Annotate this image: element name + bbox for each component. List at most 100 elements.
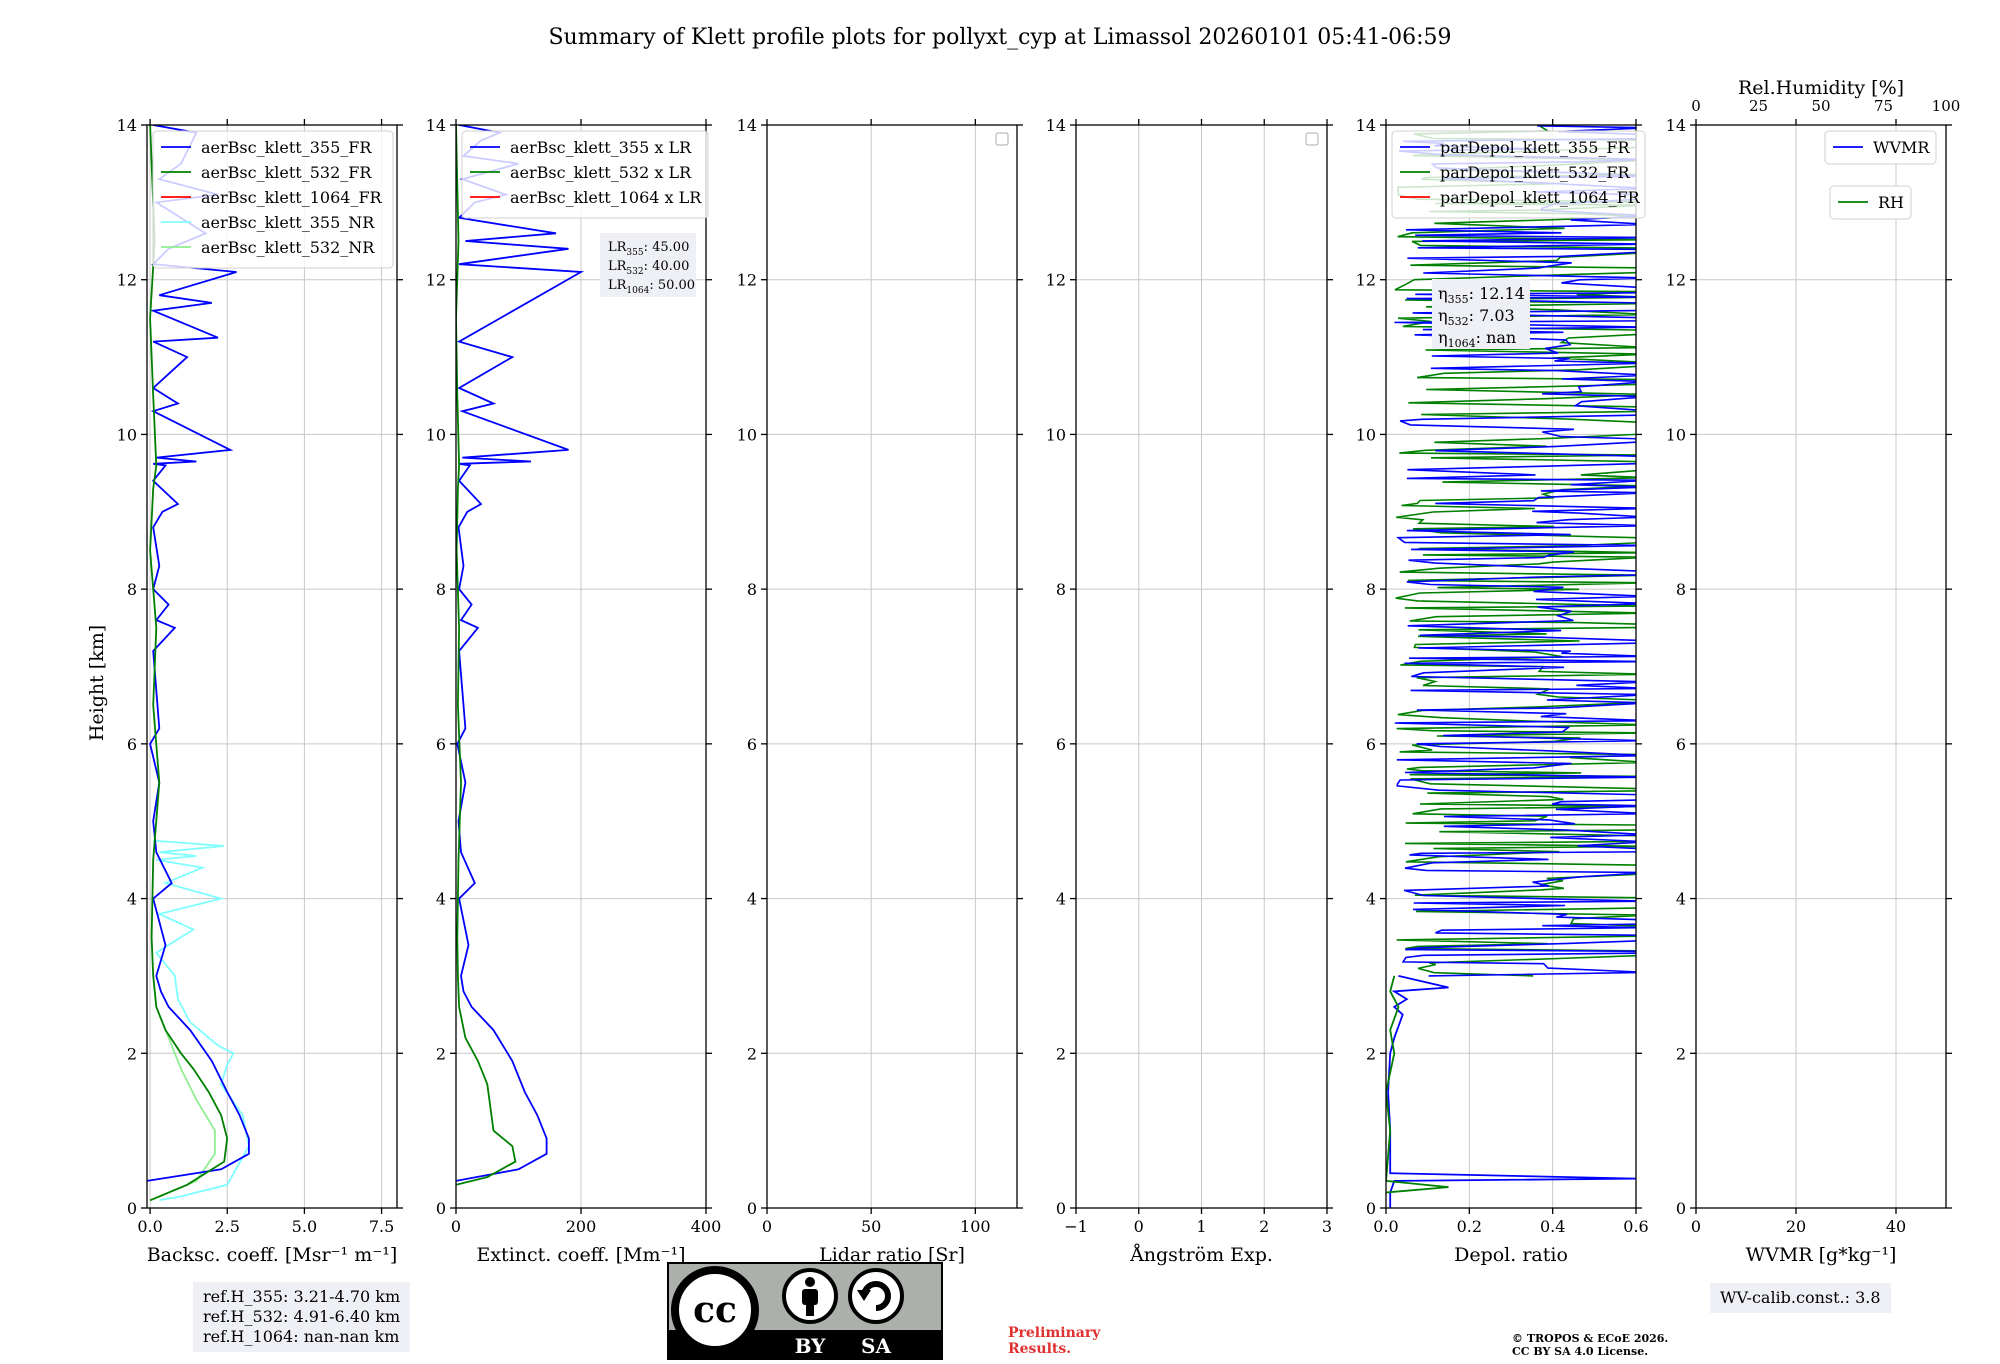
- y-tick-label: 0: [1366, 1199, 1376, 1218]
- by-person-head-icon: [805, 1277, 815, 1287]
- series-noise-532: [1394, 125, 1636, 977]
- legend-box: [1824, 130, 1937, 165]
- y-tick-label: 0: [127, 1199, 137, 1218]
- legend-entry: aerBsc_klett_355 x LR: [510, 138, 692, 157]
- legend-entry: aerBsc_klett_532_FR: [201, 163, 372, 182]
- x-tick-label: −1: [1064, 1217, 1088, 1236]
- x-axis-label-extinction: Extinct. coeff. [Mm⁻¹]: [476, 1244, 685, 1266]
- y-tick-label: 6: [747, 735, 757, 754]
- empty-legend-box: [1305, 132, 1319, 146]
- y-tick-label: 10: [426, 425, 446, 444]
- series-aerBsc_klett_355_FR: [147, 125, 250, 1182]
- wv-calib-text: WV-calib.const.: 3.8: [1720, 1288, 1881, 1307]
- legend-entry: aerBsc_klett_532_NR: [201, 238, 375, 257]
- x-tick-label: 0: [762, 1217, 772, 1236]
- legend-box: [461, 130, 709, 219]
- y-tick-label: 6: [436, 735, 446, 754]
- cc-logo-text: cc: [693, 1289, 737, 1331]
- y-tick-label: 6: [1676, 735, 1686, 754]
- cc-logo-icon: [671, 1266, 759, 1354]
- legend-box: [1391, 130, 1646, 219]
- lr-annotation: LR532: 40.00: [608, 259, 689, 277]
- top-tick-label: 0: [1691, 97, 1701, 115]
- y-tick-label: 2: [1366, 1044, 1376, 1063]
- axes-frame-wvmr: [1695, 124, 1947, 1209]
- x-tick-label: 0.6: [1623, 1217, 1648, 1236]
- x-tick-label: 0: [1691, 1217, 1701, 1236]
- x-axis-label-angstrom: Ångström Exp.: [1129, 1244, 1273, 1266]
- series-group-depol: [1386, 125, 1636, 1208]
- legend-entry: aerBsc_klett_532 x LR: [510, 163, 692, 182]
- y-tick-label: 10: [117, 425, 137, 444]
- x-tick-label: 50: [861, 1217, 881, 1236]
- series-parDepol_klett_355_FR: [1387, 975, 1636, 1208]
- x-tick-label: 20: [1786, 1217, 1806, 1236]
- y-tick-label: 8: [127, 580, 137, 599]
- x-tick-label: 40: [1886, 1217, 1906, 1236]
- y-tick-label: 2: [436, 1044, 446, 1063]
- x-tick-label: 0.0: [137, 1217, 162, 1236]
- legend-backscatter: aerBsc_klett_355_FR aerBsc_klett_532_FRae…: [152, 130, 394, 269]
- panel-extinction: 0 2 4 6 8 10 12 14 0 200 400 Extinct. coeff. [Mm⁻¹]…: [426, 116, 722, 1266]
- series-noise-355: [1394, 125, 1636, 977]
- x-axis-label-wvmr: WVMR [g*kg⁻¹]: [1746, 1244, 1897, 1266]
- y-tick-label: 14: [1356, 116, 1376, 135]
- y-tick-label: 6: [1056, 735, 1066, 754]
- y-tick-label: 2: [127, 1044, 137, 1063]
- y-tick-label: 10: [1356, 425, 1376, 444]
- lr-annotation: LR355: 45.00: [608, 240, 689, 258]
- axes-frame-backscatter: [146, 124, 398, 1209]
- series-group-extinction: [456, 125, 585, 1186]
- y-tick-label: 0: [747, 1199, 757, 1218]
- preliminary-note: Preliminary Results.: [1008, 1325, 1100, 1357]
- x-tick-label: 0: [451, 1217, 461, 1236]
- axes-frame-lidar-ratio: [766, 124, 1018, 1209]
- legend-extinction: aerBsc_klett_355 x LR aerBsc_klett_532 x …: [461, 130, 709, 219]
- top-tick-label: 25: [1749, 97, 1768, 115]
- y-tick-label: 4: [747, 890, 757, 909]
- copyright-line-2: CC BY SA 4.0 License.: [1512, 1345, 1649, 1358]
- legend-depol: parDepol_klett_355_FR parDepol_klett_532_…: [1391, 130, 1646, 219]
- legend-entry: parDepol_klett_1064_FR: [1440, 188, 1641, 207]
- y-tick-label: 8: [747, 580, 757, 599]
- eta-annotation: η532: 7.03: [1438, 306, 1515, 328]
- top-tick-label: 100: [1932, 97, 1961, 115]
- legend-entry: parDepol_klett_355_FR: [1440, 138, 1631, 157]
- badge-by-label: BY: [795, 1334, 827, 1358]
- y-tick-label: 6: [127, 735, 137, 754]
- series-aerBsc_klett_355 x LR: [456, 125, 585, 1182]
- eta-annotation: η355: 12.14: [1438, 284, 1525, 306]
- top-axis-label: Rel.Humidity [%]: [1738, 77, 1904, 99]
- x-tick-label: 2.5: [215, 1217, 240, 1236]
- x-tick-label: 200: [566, 1217, 597, 1236]
- empty-legend-box: [995, 132, 1009, 146]
- x-axis-label-lidar-ratio: Lidar ratio [Sr]: [819, 1244, 965, 1266]
- y-tick-label: 10: [1046, 425, 1066, 444]
- x-tick-label: 5.0: [292, 1217, 317, 1236]
- legend-entry: aerBsc_klett_1064_FR: [201, 188, 383, 207]
- series-group-backscatter: [147, 125, 250, 1202]
- top-tick-label: 75: [1874, 97, 1893, 115]
- y-tick-label: 0: [436, 1199, 446, 1218]
- sa-arrowhead-icon: [857, 1290, 871, 1301]
- y-tick-label: 14: [1046, 116, 1066, 135]
- annotation-box: [600, 233, 696, 297]
- y-tick-label: 4: [1366, 890, 1376, 909]
- y-tick-label: 12: [737, 271, 757, 290]
- y-tick-label: 10: [737, 425, 757, 444]
- x-axis-label-backscatter: Backsc. coeff. [Msr⁻¹ m⁻¹]: [147, 1244, 398, 1266]
- y-axis-label: Height [km]: [86, 625, 108, 741]
- figure-title: Summary of Klett profile plots for polly…: [548, 25, 1451, 50]
- y-tick-label: 12: [1046, 271, 1066, 290]
- y-tick-label: 12: [1356, 271, 1376, 290]
- axes-frame-depol: [1385, 124, 1637, 1209]
- refh-1064: ref.H_1064: nan-nan km: [203, 1327, 400, 1346]
- badge-sa-label: SA: [861, 1334, 891, 1358]
- series-aerBsc_klett_532_FR: [149, 125, 229, 1202]
- y-tick-label: 4: [1056, 890, 1066, 909]
- copyright-note: © TROPOS & ECoE 2026. CC BY SA 4.0 Licen…: [1512, 1332, 1668, 1358]
